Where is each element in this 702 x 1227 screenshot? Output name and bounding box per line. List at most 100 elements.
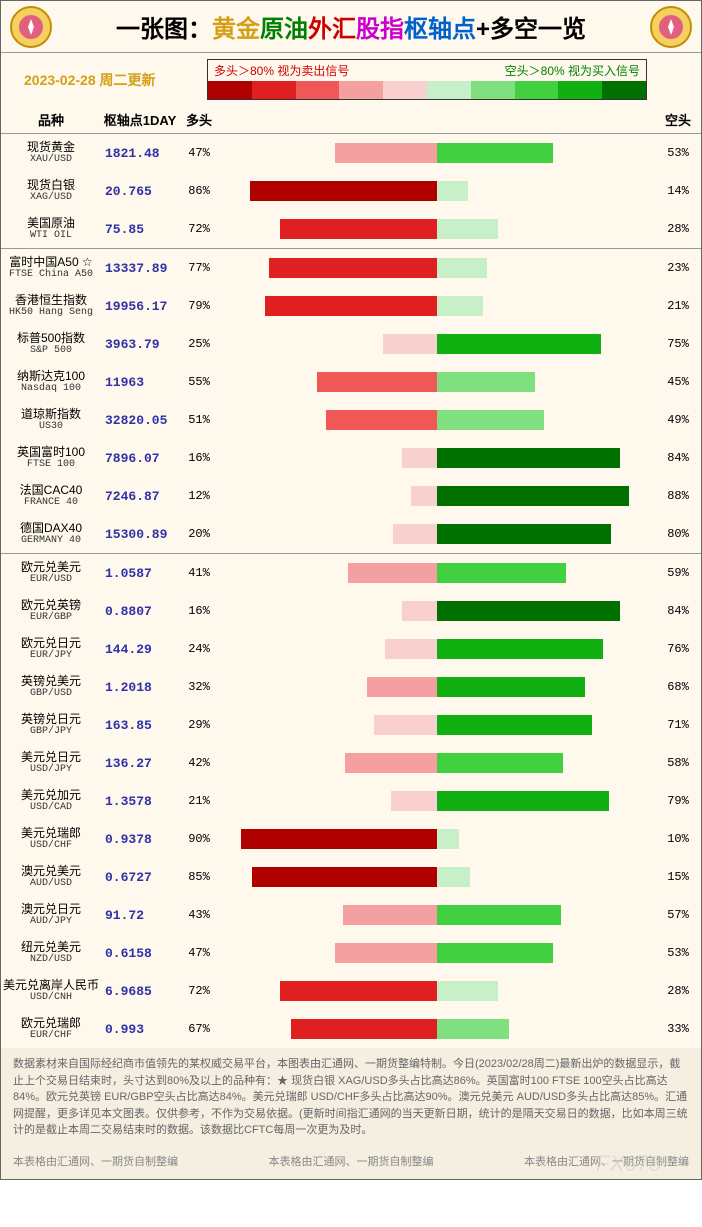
name-cn: 纳斯达克100 (1, 369, 101, 383)
title-p5: 股指 (356, 16, 404, 43)
short-bar (437, 563, 566, 583)
short-bar (437, 753, 563, 773)
data-row: 道琼斯指数US3032820.0551%49% (1, 401, 701, 439)
data-row: 德国DAX40GERMANY 4015300.8920%80% (1, 515, 701, 553)
short-pct: 71% (655, 718, 701, 732)
short-pct: 84% (655, 451, 701, 465)
data-row: 澳元兑美元AUD/USD0.672785%15% (1, 858, 701, 896)
instrument-name: 欧元兑美元EUR/USD (1, 560, 101, 586)
long-bar (374, 715, 437, 735)
short-pct: 80% (655, 527, 701, 541)
short-pct: 10% (655, 832, 701, 846)
name-cn: 澳元兑美元 (1, 864, 101, 878)
long-pct: 86% (179, 184, 219, 198)
data-row: 美元兑瑞郎USD/CHF0.937890%10% (1, 820, 701, 858)
short-pct: 53% (655, 946, 701, 960)
short-bar (437, 905, 561, 925)
data-row: 美元兑加元USD/CAD1.357821%79% (1, 782, 701, 820)
name-cn: 欧元兑美元 (1, 560, 101, 574)
name-cn: 欧元兑瑞郎 (1, 1016, 101, 1030)
name-en: USD/CHF (1, 840, 101, 852)
pivot-value: 6.9685 (101, 984, 179, 999)
pivot-value: 1.0587 (101, 566, 179, 581)
short-pct: 15% (655, 870, 701, 884)
short-bar (437, 258, 487, 278)
sentiment-bar (219, 563, 655, 583)
long-bar (317, 372, 437, 392)
short-bar (437, 601, 620, 621)
sentiment-bar (219, 258, 655, 278)
data-row: 标普500指数S&P 5003963.7925%75% (1, 325, 701, 363)
col-long: 多头 (179, 110, 219, 129)
footer-credits: 本表格由汇通网、一期货自制整编 本表格由汇通网、一期货自制整编 本表格由汇通网、… (1, 1147, 701, 1179)
name-cn: 现货白银 (1, 178, 101, 192)
pivot-value: 163.85 (101, 718, 179, 733)
instrument-name: 富时中国A50 ☆FTSE China A50 (1, 255, 101, 281)
name-cn: 澳元兑日元 (1, 902, 101, 916)
name-en: EUR/CHF (1, 1030, 101, 1042)
pivot-value: 7246.87 (101, 489, 179, 504)
subheader: 2023-02-28 周二更新 多头＞80% 视为卖出信号 空头＞80% 视为买… (1, 53, 701, 106)
name-cn: 标普500指数 (1, 331, 101, 345)
data-row: 欧元兑日元EUR/JPY144.2924%76% (1, 630, 701, 668)
sentiment-bar (219, 867, 655, 887)
data-row: 美元兑离岸人民币USD/CNH6.968572%28% (1, 972, 701, 1010)
data-row: 纳斯达克100Nasdaq 1001196355%45% (1, 363, 701, 401)
name-cn: 美元兑离岸人民币 (1, 978, 101, 992)
short-bar (437, 296, 483, 316)
instrument-name: 德国DAX40GERMANY 40 (1, 521, 101, 547)
name-cn: 欧元兑日元 (1, 636, 101, 650)
sentiment-bar (219, 219, 655, 239)
instrument-name: 欧元兑英镑EUR/GBP (1, 598, 101, 624)
long-pct: 47% (179, 146, 219, 160)
short-bar (437, 524, 611, 544)
name-cn: 法国CAC40 (1, 483, 101, 497)
long-bar (280, 219, 437, 239)
sentiment-bar (219, 753, 655, 773)
instrument-name: 现货黄金XAU/USD (1, 140, 101, 166)
sentiment-bar (219, 143, 655, 163)
short-bar (437, 1019, 509, 1039)
long-pct: 72% (179, 222, 219, 236)
long-pct: 24% (179, 642, 219, 656)
pivot-value: 75.85 (101, 222, 179, 237)
long-bar (335, 143, 437, 163)
column-headers: 品种 枢轴点1DAY 多头 空头 (1, 106, 701, 133)
name-en: XAG/USD (1, 192, 101, 204)
short-pct: 84% (655, 604, 701, 618)
short-pct: 88% (655, 489, 701, 503)
short-bar (437, 334, 601, 354)
sentiment-bar (219, 410, 655, 430)
data-row: 澳元兑日元AUD/JPY91.7243%57% (1, 896, 701, 934)
short-pct: 14% (655, 184, 701, 198)
main-container: 一张图：黄金原油外汇股指枢轴点+多空一览 2023-02-28 周二更新 多头＞… (0, 0, 702, 1180)
long-bar (343, 905, 437, 925)
short-pct: 21% (655, 299, 701, 313)
data-row: 纽元兑美元NZD/USD0.615847%53% (1, 934, 701, 972)
instrument-name: 法国CAC40FRANCE 40 (1, 483, 101, 509)
pivot-value: 144.29 (101, 642, 179, 657)
legend-left: 多头＞80% 视为卖出信号 (214, 62, 349, 79)
name-en: HK50 Hang Seng (1, 307, 101, 319)
short-pct: 76% (655, 642, 701, 656)
short-pct: 28% (655, 984, 701, 998)
data-row: 英镑兑日元GBP/JPY163.8529%71% (1, 706, 701, 744)
data-row: 富时中国A50 ☆FTSE China A5013337.8977%23% (1, 249, 701, 287)
instrument-name: 澳元兑美元AUD/USD (1, 864, 101, 890)
long-pct: 43% (179, 908, 219, 922)
title-p1: 一张图： (116, 16, 212, 43)
short-bar (437, 448, 620, 468)
long-pct: 72% (179, 984, 219, 998)
pivot-value: 20.765 (101, 184, 179, 199)
credit-2: 本表格由汇通网、一期货自制整编 (269, 1153, 434, 1169)
short-pct: 28% (655, 222, 701, 236)
long-bar (335, 943, 437, 963)
name-en: AUD/USD (1, 878, 101, 890)
short-pct: 23% (655, 261, 701, 275)
name-en: AUD/JPY (1, 916, 101, 928)
header: 一张图：黄金原油外汇股指枢轴点+多空一览 (1, 1, 701, 53)
data-row: 英国富时100FTSE 1007896.0716%84% (1, 439, 701, 477)
name-en: WTI OIL (1, 230, 101, 242)
data-row: 欧元兑英镑EUR/GBP0.880716%84% (1, 592, 701, 630)
pivot-value: 0.8807 (101, 604, 179, 619)
